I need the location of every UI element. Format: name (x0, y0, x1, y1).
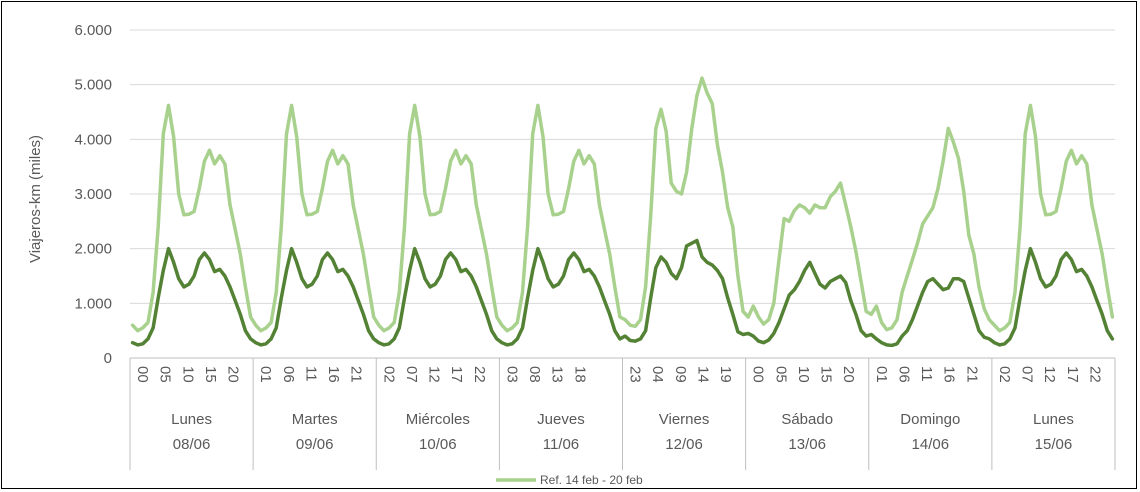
series-line-current (130, 238, 1115, 348)
day-date-label: 09/06 (296, 436, 334, 453)
x-tick-label: 03 (503, 366, 520, 383)
x-tick-label: 06 (895, 366, 912, 383)
x-tick-label: 07 (1019, 366, 1036, 383)
x-tick-label: 21 (348, 366, 365, 383)
x-tick-label: 16 (325, 366, 342, 383)
gridlines (130, 29, 1115, 304)
y-tick-label: 2.000 (74, 241, 112, 258)
x-tick-label: 11 (302, 366, 319, 382)
x-tick-label: 21 (963, 366, 980, 383)
x-tick-label: 05 (157, 366, 174, 383)
x-tick-label: 20 (225, 366, 242, 383)
day-date-label: 11/06 (543, 436, 579, 453)
day-date-label: 14/06 (912, 436, 950, 453)
x-tick-label: 08 (526, 366, 543, 383)
x-tick-label: 13 (549, 366, 566, 383)
x-tick-label: 02 (380, 366, 397, 383)
y-tick-label: 1.000 (74, 295, 112, 312)
y-axis-label: Viajeros-km (miles) (27, 135, 44, 263)
x-tick-label: 22 (471, 366, 488, 383)
legend: Ref. 14 feb - 20 feb (496, 473, 643, 487)
x-tick-label: 23 (627, 366, 644, 383)
day-name-label: Domingo (900, 411, 960, 428)
y-tick-label: 5.000 (74, 77, 112, 94)
y-tick-label: 6.000 (74, 22, 112, 39)
day-name-label: Martes (292, 411, 338, 428)
x-tick-label: 17 (448, 366, 465, 383)
x-tick-label: 20 (840, 366, 857, 383)
y-axis-ticks: 0 1.000 2.000 3.000 4.000 5.000 6.000 (74, 22, 112, 367)
day-date-label: 08/06 (173, 436, 211, 453)
x-tick-label: 01 (873, 366, 890, 383)
x-tick-label: 15 (202, 366, 219, 383)
x-axis: 00 05 10 15 20 Lunes 08/06 01 06 11 16 21 Martes 09/0… (129, 357, 1116, 470)
x-tick-label: 16 (941, 366, 958, 383)
x-tick-label: 10 (795, 366, 812, 383)
x-tick-label: 09 (672, 366, 689, 383)
x-tick-label: 07 (403, 366, 420, 383)
x-tick-label: 01 (257, 366, 274, 383)
day-name-label: Lunes (1033, 411, 1074, 428)
day-name-label: Lunes (171, 411, 212, 428)
day-name-label: Sábado (781, 411, 833, 428)
x-tick-label: 17 (1064, 366, 1081, 383)
day-name-label: Viernes (659, 411, 710, 428)
x-tick-label: 06 (280, 366, 297, 383)
day-name-label: Jueves (537, 411, 585, 428)
series-lines (130, 76, 1115, 348)
day-date-label: 15/06 (1035, 436, 1073, 453)
x-tick-label: 02 (996, 366, 1013, 383)
day-date-label: 10/06 (419, 436, 457, 453)
y-tick-label: 3.000 (74, 186, 112, 203)
x-tick-label: 12 (426, 366, 443, 383)
day-date-label: 13/06 (788, 436, 826, 453)
series-line-ref (130, 76, 1115, 333)
x-tick-label: 18 (571, 366, 588, 383)
x-tick-label: 04 (649, 366, 666, 383)
day-date-label: 12/06 (665, 436, 703, 453)
x-tick-label: 00 (750, 366, 767, 383)
x-tick-label: 11 (918, 366, 935, 382)
x-tick-label: 00 (134, 366, 151, 383)
x-tick-label: 12 (1041, 366, 1058, 383)
x-tick-label: 05 (772, 366, 789, 383)
y-tick-label: 4.000 (74, 131, 112, 148)
x-tick-label: 10 (179, 366, 196, 383)
day-name-label: Miércoles (406, 411, 470, 428)
x-tick-label: 15 (818, 366, 835, 383)
x-tick-label: 19 (717, 366, 734, 383)
y-tick-label: 0 (104, 350, 112, 367)
x-tick-label: 14 (694, 366, 711, 383)
x-tick-label: 22 (1086, 366, 1103, 383)
legend-label: Ref. 14 feb - 20 feb (540, 473, 643, 487)
